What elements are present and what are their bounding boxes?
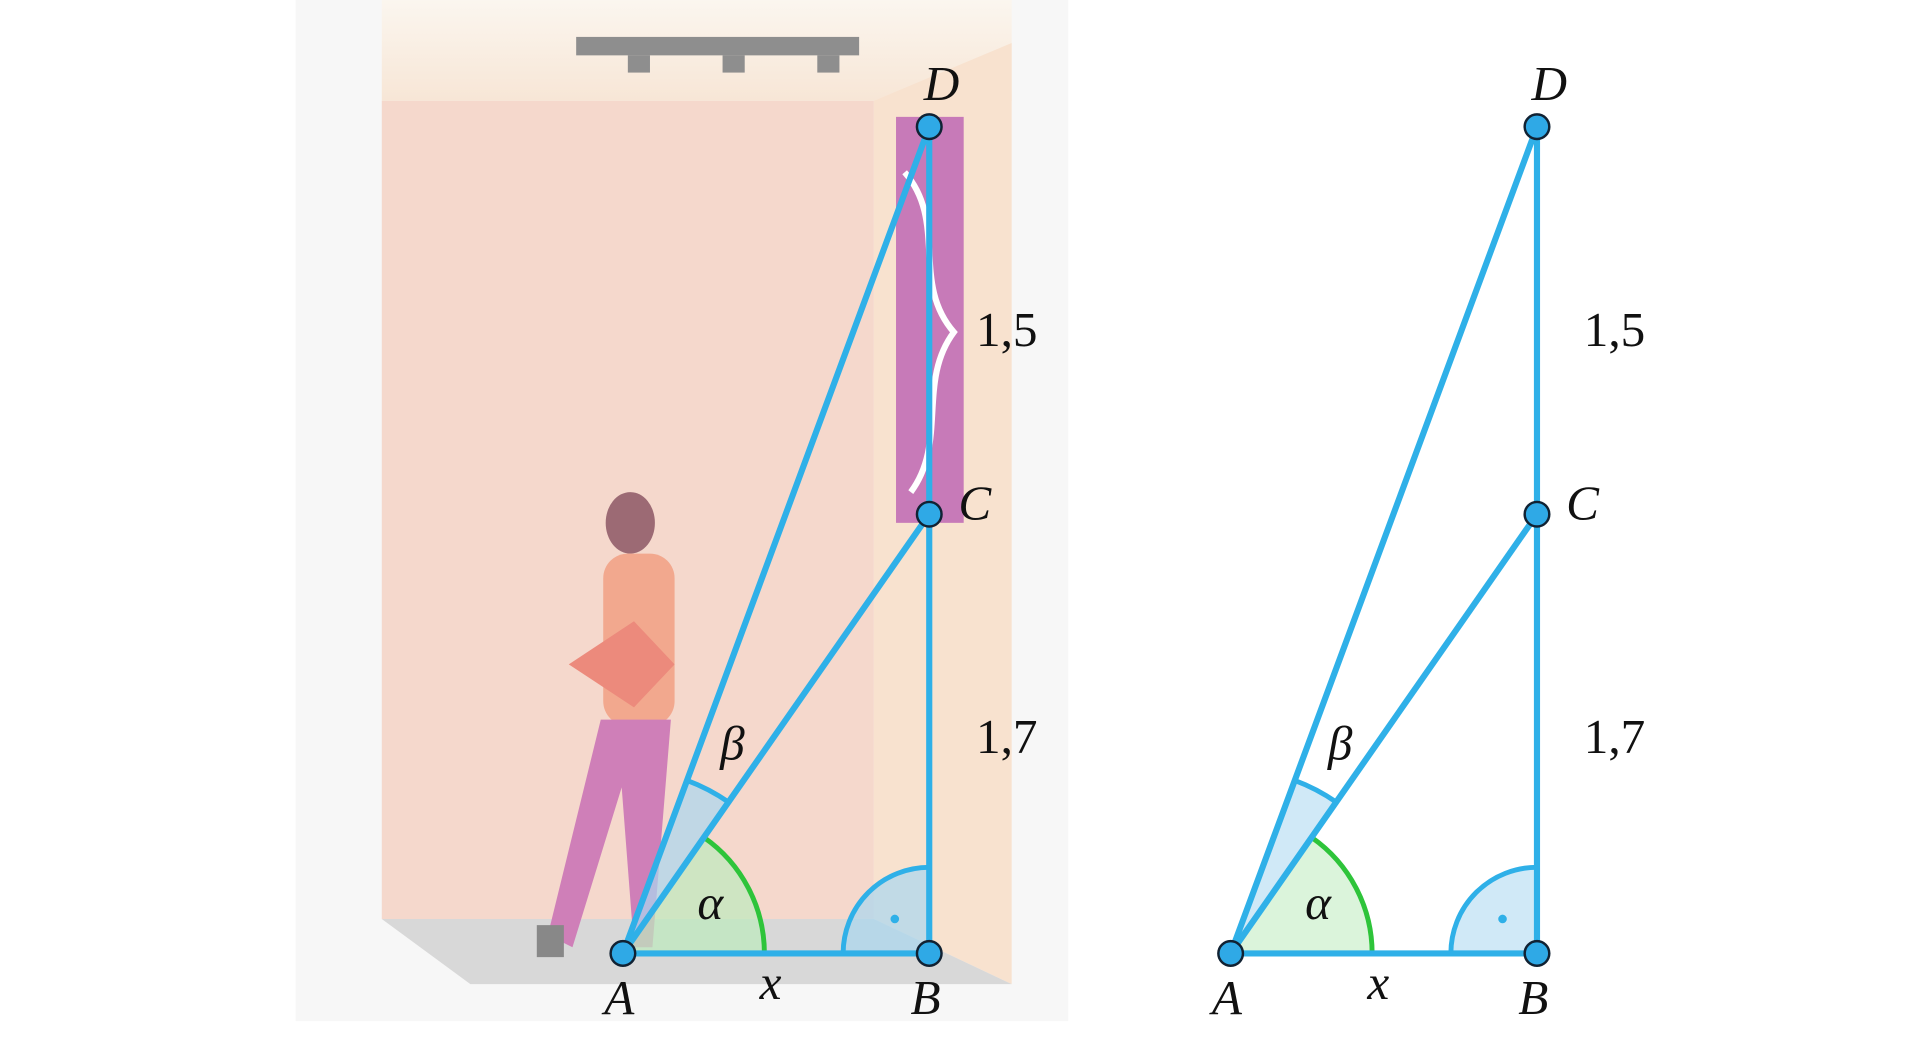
point-label: A bbox=[1209, 970, 1243, 1025]
alpha-sector bbox=[1230, 837, 1373, 954]
diagram-triangle: D C A Bx 1,5 1,7 α β bbox=[1209, 56, 1645, 1025]
alpha-arc bbox=[1310, 835, 1375, 954]
right-angle-dot bbox=[1498, 914, 1507, 924]
edge-ac bbox=[1228, 512, 1540, 956]
point-label: C bbox=[1566, 475, 1600, 530]
right-angle bbox=[1448, 864, 1540, 956]
point-label: B bbox=[1518, 970, 1548, 1025]
point-label: B bbox=[911, 970, 941, 1025]
side-label: 1,7 bbox=[1584, 709, 1645, 764]
side-label: 1,5 bbox=[976, 302, 1037, 357]
vertex bbox=[1217, 939, 1245, 967]
alpha-arc bbox=[702, 835, 767, 954]
triangle-edges bbox=[619, 123, 933, 957]
vertex bbox=[609, 939, 637, 967]
triangle-edges bbox=[1227, 123, 1541, 957]
alpha-sector bbox=[622, 837, 765, 954]
person bbox=[536, 492, 675, 958]
lamp-bar bbox=[576, 36, 860, 56]
vertex bbox=[1523, 113, 1551, 141]
point-label: D bbox=[923, 56, 960, 111]
point-label: A bbox=[601, 970, 635, 1025]
lamp bbox=[722, 55, 745, 73]
angle-label: β bbox=[719, 715, 745, 770]
point-label: D bbox=[1531, 56, 1568, 111]
edge-ac bbox=[620, 512, 932, 956]
right-angle-dot bbox=[890, 914, 900, 924]
scene-triangle: D C A Bx 1,5 1,7 α β bbox=[601, 56, 1037, 1025]
vertex bbox=[915, 500, 943, 528]
vertex bbox=[915, 939, 943, 967]
vertex bbox=[915, 113, 943, 141]
side-label: x bbox=[1366, 955, 1389, 1010]
right-angle bbox=[840, 864, 932, 956]
side-label: 1,5 bbox=[1584, 302, 1645, 357]
vertex bbox=[1523, 939, 1551, 967]
side-label: x bbox=[759, 955, 782, 1010]
lamp bbox=[817, 55, 840, 73]
angle-label: β bbox=[1327, 715, 1353, 770]
point-label: C bbox=[958, 475, 992, 530]
vertex bbox=[1523, 500, 1551, 528]
angle-label: α bbox=[1305, 875, 1332, 930]
side-label: 1,7 bbox=[976, 709, 1037, 764]
angle-label: α bbox=[697, 875, 724, 930]
lamp bbox=[627, 55, 650, 73]
